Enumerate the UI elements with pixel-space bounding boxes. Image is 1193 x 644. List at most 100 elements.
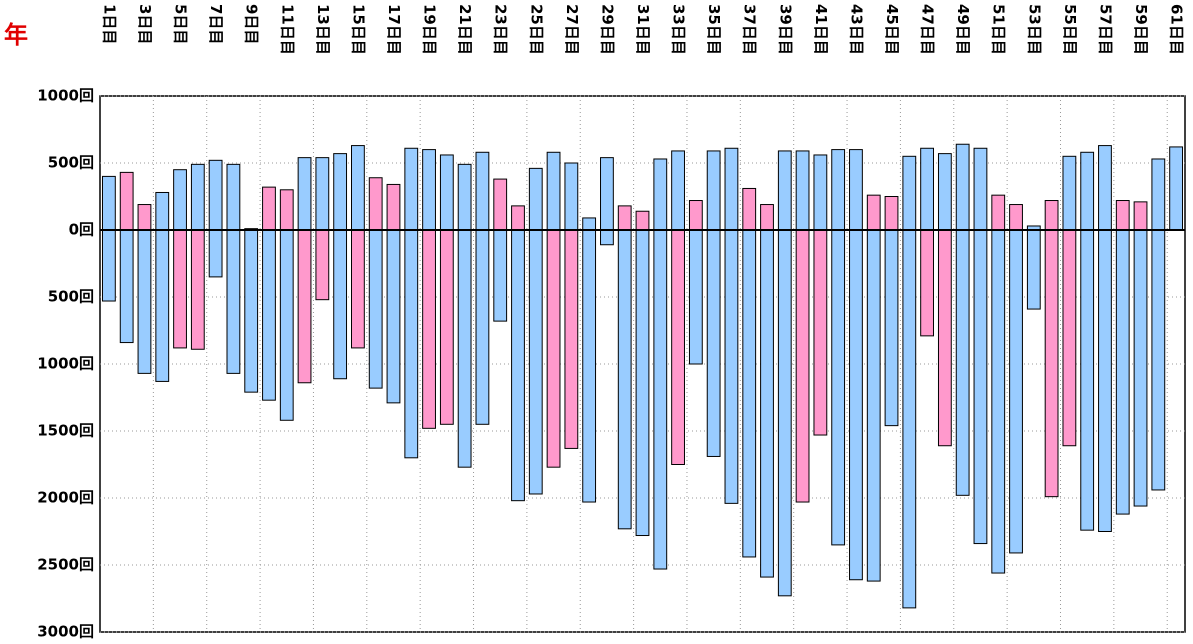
bar bbox=[920, 229, 934, 337]
bar bbox=[760, 204, 774, 231]
x-tick-label: 53日目 bbox=[1025, 4, 1043, 55]
bar bbox=[155, 229, 170, 382]
bar bbox=[600, 229, 614, 246]
bar bbox=[119, 229, 134, 344]
bar bbox=[1133, 229, 1148, 507]
bar bbox=[671, 150, 685, 231]
bar bbox=[564, 162, 579, 231]
bar bbox=[653, 229, 668, 570]
bar bbox=[831, 229, 846, 546]
bar bbox=[226, 229, 241, 374]
x-tick-label: 45日目 bbox=[883, 4, 901, 55]
bar bbox=[1169, 146, 1184, 231]
x-tick-label: 1日目 bbox=[100, 4, 118, 44]
bar bbox=[1044, 200, 1059, 231]
bar bbox=[884, 196, 899, 231]
x-tick-label: 35日目 bbox=[705, 4, 723, 55]
bar bbox=[1062, 229, 1077, 447]
bar bbox=[351, 145, 365, 231]
bar bbox=[635, 229, 650, 537]
bar bbox=[653, 158, 668, 231]
bar bbox=[795, 150, 810, 231]
bar bbox=[101, 229, 116, 302]
bar bbox=[849, 229, 863, 581]
x-tick-label: 17日目 bbox=[385, 4, 403, 55]
bar bbox=[706, 150, 721, 231]
bar bbox=[137, 229, 152, 374]
x-tick-label: 57日目 bbox=[1096, 4, 1114, 55]
x-tick-label: 51日目 bbox=[990, 4, 1008, 55]
bar bbox=[600, 157, 614, 231]
bar bbox=[386, 229, 401, 404]
bar bbox=[262, 186, 276, 231]
bar bbox=[1151, 229, 1166, 491]
bar bbox=[937, 153, 952, 231]
annotation: 年 bbox=[4, 21, 28, 49]
bar bbox=[777, 229, 792, 597]
bar bbox=[315, 157, 330, 231]
bar bbox=[173, 229, 187, 349]
x-tick-label: 23日目 bbox=[492, 4, 510, 55]
y-tick-label: 3000回 bbox=[37, 623, 94, 641]
bar bbox=[528, 229, 543, 495]
bar bbox=[244, 229, 259, 393]
y-tick-label: 500回 bbox=[48, 288, 94, 306]
bar bbox=[190, 229, 205, 350]
bar bbox=[457, 163, 472, 231]
bar bbox=[920, 147, 934, 231]
bar bbox=[297, 157, 312, 231]
bar bbox=[617, 205, 632, 231]
bar bbox=[1026, 229, 1041, 310]
bar bbox=[422, 149, 436, 231]
y-tick-label: 1000回 bbox=[37, 355, 94, 373]
x-tick-label: 21日目 bbox=[456, 4, 474, 55]
bar bbox=[315, 229, 330, 301]
bar bbox=[1009, 229, 1023, 554]
bar bbox=[439, 154, 454, 231]
bar bbox=[688, 229, 703, 365]
x-tick-label: 33日目 bbox=[670, 4, 688, 55]
bar bbox=[528, 167, 543, 231]
bar bbox=[635, 210, 650, 231]
bar bbox=[208, 229, 223, 278]
bar bbox=[333, 153, 348, 231]
x-tick-label: 15日目 bbox=[349, 4, 367, 55]
y-tick-label: 1500回 bbox=[37, 422, 94, 440]
x-tick-label: 49日目 bbox=[954, 4, 972, 55]
bar bbox=[706, 229, 721, 457]
bar bbox=[457, 229, 472, 468]
bar bbox=[439, 229, 454, 425]
x-tick-label: 5日目 bbox=[172, 4, 190, 44]
bar bbox=[902, 155, 917, 231]
x-tick-label: 27日目 bbox=[563, 4, 581, 55]
bar bbox=[831, 149, 846, 231]
bar bbox=[742, 187, 757, 231]
bar bbox=[884, 229, 899, 427]
bar bbox=[1062, 155, 1077, 231]
x-tick-label: 25日目 bbox=[527, 4, 545, 55]
y-tick-label: 500回 bbox=[48, 154, 94, 172]
bar bbox=[546, 151, 561, 231]
bar bbox=[119, 171, 134, 231]
x-tick-label: 41日目 bbox=[812, 4, 830, 55]
bar bbox=[226, 163, 241, 231]
bar bbox=[760, 229, 774, 578]
bar bbox=[955, 229, 970, 496]
bar bbox=[173, 169, 187, 231]
y-tick-label: 0回 bbox=[69, 221, 94, 239]
bar bbox=[902, 229, 917, 609]
bar bbox=[208, 159, 223, 231]
bar bbox=[333, 229, 348, 380]
bar bbox=[1115, 200, 1130, 231]
x-tick-label: 47日目 bbox=[919, 4, 937, 55]
bar bbox=[1044, 229, 1059, 498]
bar bbox=[866, 229, 881, 582]
bar bbox=[404, 147, 419, 231]
bar bbox=[849, 149, 863, 231]
x-tick-label: 37日目 bbox=[741, 4, 759, 55]
x-tick-label: 43日目 bbox=[847, 4, 865, 55]
x-tick-label: 39日目 bbox=[776, 4, 794, 55]
bar bbox=[724, 229, 739, 504]
bar bbox=[1080, 229, 1095, 531]
